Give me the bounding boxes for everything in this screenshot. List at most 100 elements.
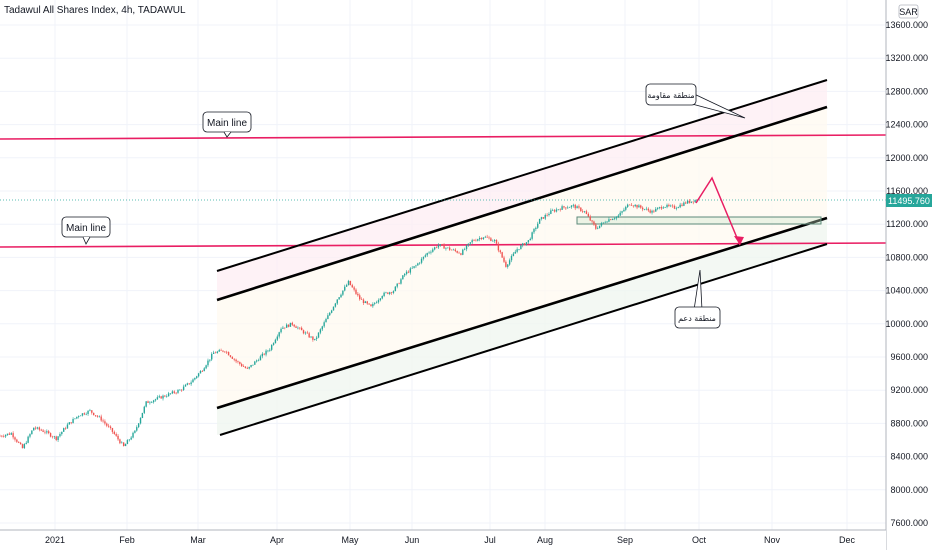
- candle-body: [209, 359, 211, 361]
- main-line-callout-upper[interactable]: Main line: [202, 111, 252, 138]
- candle-body: [175, 392, 177, 394]
- candle-body: [450, 249, 453, 251]
- candle-body: [448, 247, 451, 250]
- candle-body: [132, 432, 134, 438]
- last-price-tag: [886, 194, 932, 207]
- candle-body: [514, 251, 516, 254]
- candle-body: [158, 396, 160, 398]
- projection-path[interactable]: [695, 176, 741, 246]
- candle-body: [122, 442, 125, 447]
- candle-body: [284, 327, 286, 329]
- candle-body: [640, 205, 642, 208]
- candle-body: [164, 395, 166, 397]
- price-tick-label: 13600.000: [885, 20, 928, 30]
- candle-body: [398, 283, 400, 285]
- candle-body: [229, 355, 232, 357]
- candle-body: [555, 209, 558, 212]
- candle-body: [10, 433, 12, 435]
- candle-body: [8, 433, 11, 435]
- candle-body: [533, 229, 535, 233]
- callout-box: [645, 83, 697, 106]
- candle-body: [527, 240, 530, 243]
- candle-body: [59, 434, 61, 437]
- candle-body: [389, 292, 391, 294]
- candle-body: [478, 237, 481, 240]
- price-tick-label: 11600.000: [886, 186, 928, 196]
- support-callout[interactable]: منطقة دعم: [674, 269, 721, 329]
- channel-lower-outer[interactable]: [219, 243, 828, 436]
- candle-body: [192, 379, 194, 383]
- callout-pointer: [82, 236, 91, 245]
- candle-body: [203, 368, 205, 372]
- candle-body: [456, 251, 458, 253]
- resistance-callout[interactable]: منطقة مقاومة: [645, 83, 746, 119]
- candle-body: [445, 247, 447, 249]
- candle-body: [537, 223, 539, 228]
- candle-body: [300, 327, 303, 331]
- candle-body: [3, 436, 5, 437]
- candle-body: [233, 358, 235, 360]
- candle-body: [413, 266, 415, 268]
- candle-body: [495, 240, 498, 244]
- candle-body: [473, 240, 475, 241]
- candle-body: [628, 204, 631, 206]
- time-axis[interactable]: 2021 Feb Mar Apr May Jun Jul Aug Sep Oct Nov Dec: [45, 535, 856, 545]
- candle-body: [214, 352, 217, 354]
- candle-body: [299, 327, 301, 329]
- candle-body: [297, 327, 299, 329]
- consolidation-box[interactable]: [576, 216, 822, 225]
- candle-body: [390, 292, 393, 293]
- currency-badge[interactable]: [898, 4, 919, 19]
- candle-body: [169, 393, 172, 394]
- candle-body: [387, 292, 389, 294]
- candle-body: [332, 306, 335, 311]
- candle-body: [432, 249, 434, 252]
- candle-body: [246, 368, 249, 369]
- candle-body: [662, 207, 664, 209]
- candle-body: [136, 427, 138, 431]
- candle-body: [377, 300, 380, 303]
- candle-body: [308, 333, 310, 338]
- candle-body: [372, 303, 374, 307]
- candle-body: [553, 210, 556, 212]
- main-line-callout-lower[interactable]: Main line: [61, 216, 111, 245]
- candle-body: [351, 285, 353, 288]
- candle-body: [270, 344, 273, 350]
- candle-body: [379, 298, 382, 301]
- candle-body: [656, 207, 659, 209]
- candle-body: [44, 431, 46, 433]
- candle-body: [151, 402, 153, 403]
- candle-body: [522, 243, 524, 246]
- candle-body: [548, 213, 550, 216]
- candle-body: [576, 206, 578, 209]
- candle-body: [658, 207, 661, 208]
- candle-body: [630, 204, 633, 206]
- candle-body: [113, 431, 115, 435]
- candle-body: [162, 395, 164, 399]
- candle-body: [418, 262, 421, 264]
- candle-body: [677, 207, 679, 209]
- candle-body: [199, 370, 202, 374]
- candle-body: [587, 213, 590, 217]
- price-axis[interactable]: 13600.000 13200.000 12800.000 12400.000 1200…: [885, 20, 928, 528]
- candle-body: [465, 245, 468, 250]
- candle-body: [111, 427, 114, 432]
- candle-body: [615, 216, 618, 219]
- channel-upper-inner[interactable]: [216, 105, 828, 302]
- main-line-lower[interactable]: [0, 242, 887, 248]
- candle-body: [263, 353, 265, 355]
- candle-body: [488, 237, 490, 239]
- candle-body: [675, 208, 678, 209]
- candle-body: [600, 223, 603, 226]
- candle-body: [493, 240, 496, 241]
- channel-lower-inner[interactable]: [216, 216, 828, 410]
- candle-body: [304, 332, 307, 334]
- candle-body: [550, 210, 552, 214]
- callout-pointer: [223, 131, 232, 138]
- candle-body: [638, 205, 640, 208]
- candle-body: [666, 204, 668, 208]
- candle-body: [83, 413, 86, 415]
- candle-body: [218, 350, 220, 352]
- price-tick-label: 12400.000: [885, 120, 928, 130]
